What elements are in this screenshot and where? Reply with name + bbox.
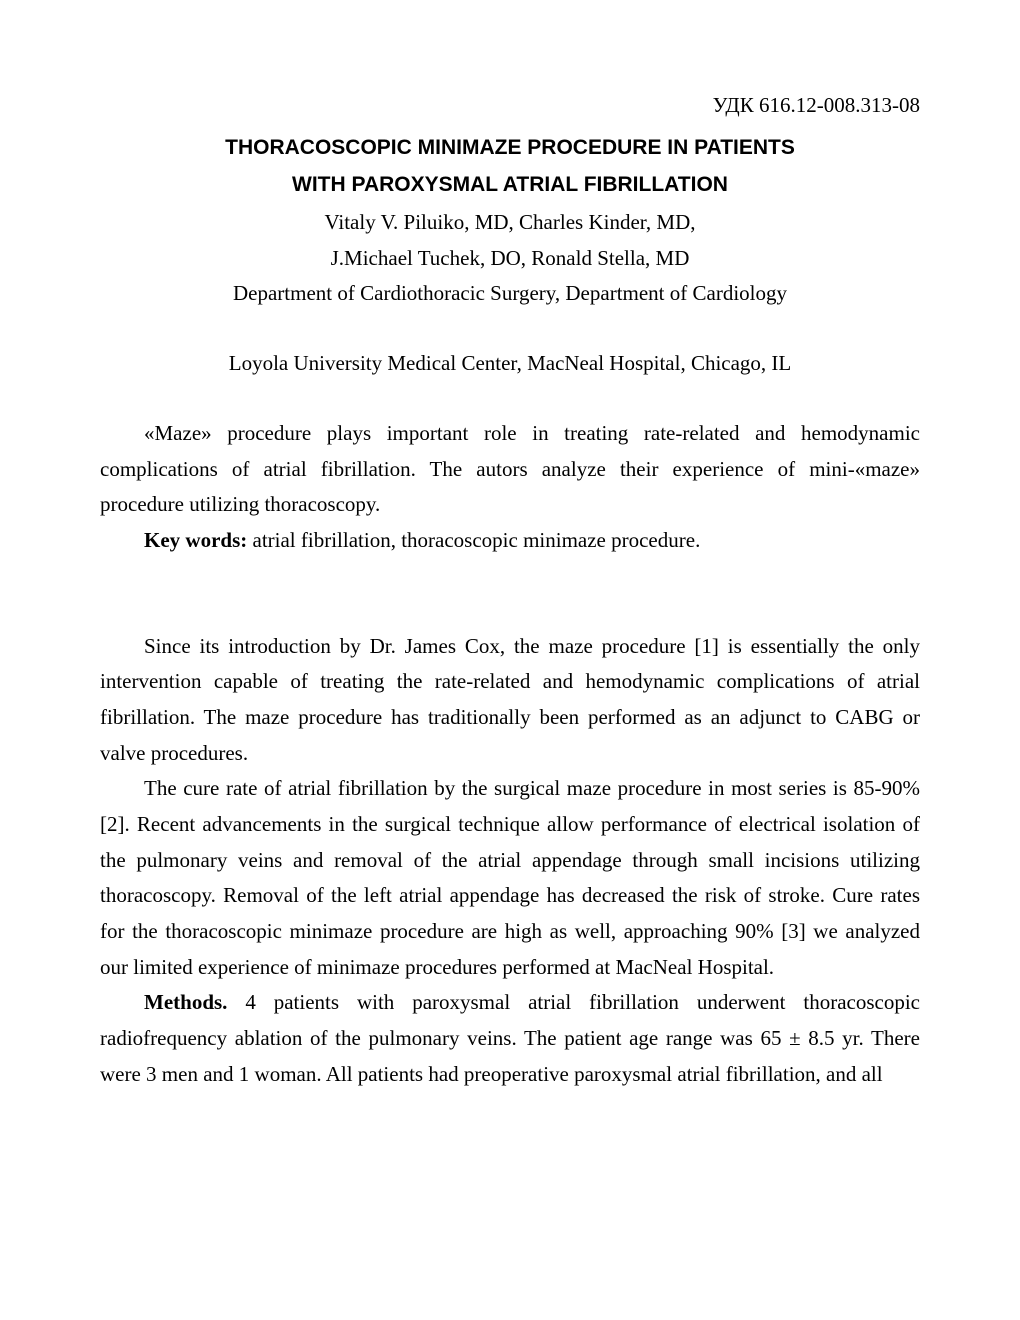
abstract-paragraph: «Maze» procedure plays important role in… [100, 416, 920, 523]
keywords-text: atrial fibrillation, thoracoscopic minim… [247, 528, 700, 552]
methods-label: Methods. [144, 990, 227, 1014]
methods-paragraph: Methods. 4 patients with paroxysmal atri… [100, 985, 920, 1092]
paper-title-line2: WITH PAROXYSMAL ATRIAL FIBRILLATION [100, 167, 920, 203]
affiliation-line1: Department of Cardiothoracic Surgery, De… [100, 276, 920, 312]
paper-title-line1: THORACOSCOPIC MINIMAZE PROCEDURE IN PATI… [100, 130, 920, 166]
body-paragraph-2: The cure rate of atrial fibrillation by … [100, 771, 920, 985]
authors-line2: J.Michael Tuchek, DO, Ronald Stella, MD [100, 241, 920, 277]
udc-code: УДК 616.12-008.313-08 [100, 88, 920, 124]
body-paragraph-1: Since its introduction by Dr. James Cox,… [100, 629, 920, 772]
affiliation-line2: Loyola University Medical Center, MacNea… [100, 346, 920, 382]
authors-line1: Vitaly V. Piluiko, MD, Charles Kinder, M… [100, 205, 920, 241]
keywords-label: Key words: [144, 528, 247, 552]
keywords-paragraph: Key words: atrial fibrillation, thoracos… [100, 523, 920, 559]
